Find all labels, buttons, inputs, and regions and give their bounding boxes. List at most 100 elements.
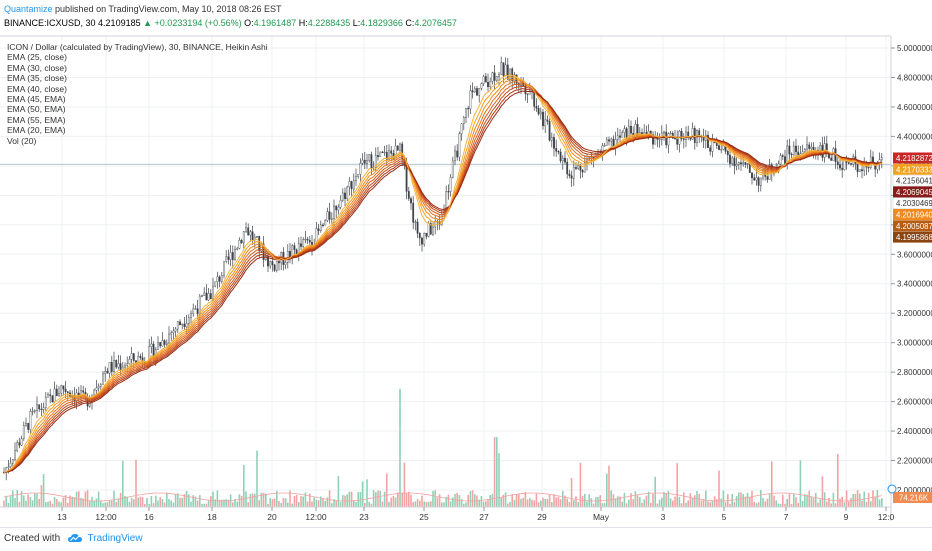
- candle-body: [427, 223, 430, 237]
- candle-body: [836, 161, 839, 165]
- volume-bar: [533, 500, 535, 507]
- volume-bar: [559, 499, 562, 507]
- time-axis[interactable]: 13 12:00 16 18 20 12:00 23 25 27 29 May 3 5 7 9 12:0: [57, 507, 895, 522]
- volume-bar: [674, 496, 676, 507]
- candle-body: [418, 233, 421, 239]
- volume-bar: [51, 503, 54, 507]
- volume-bar: [82, 498, 84, 507]
- x-tick-label: 23: [359, 512, 369, 522]
- candle-body: [203, 292, 206, 296]
- volume-bar: [685, 502, 687, 507]
- chart-legend: ICON / Dollar (calculated by TradingView…: [7, 42, 268, 146]
- volume-bar: [414, 501, 417, 507]
- volume-bar: [834, 503, 837, 507]
- legend-ema-45[interactable]: EMA (45, EMA): [7, 94, 66, 105]
- volume-bar: [667, 490, 670, 507]
- volume-bar: [441, 502, 443, 507]
- volume-bar: [155, 495, 157, 507]
- candle-body: [663, 131, 665, 134]
- volume-bar: [89, 501, 91, 507]
- price-axis[interactable]: 5.0000000 4.8000000 4.6000000 4.4000000 4.20…: [891, 44, 932, 495]
- candle-body: [623, 128, 626, 133]
- volume-bar: [782, 494, 784, 507]
- candle-body: [16, 442, 19, 451]
- ema-line-55: [3, 90, 882, 473]
- volume-bar: [194, 496, 197, 507]
- volume-bar: [128, 502, 131, 507]
- legend-ema-55[interactable]: EMA (55, EMA): [7, 114, 66, 125]
- volume-bar: [544, 498, 546, 507]
- candle-body: [220, 275, 223, 282]
- legend-ema-20[interactable]: EMA (20, EMA): [7, 125, 66, 136]
- candle-body: [236, 248, 239, 250]
- scale-settings-icon[interactable]: [887, 484, 897, 494]
- candle-body: [330, 218, 333, 220]
- volume-bar: [751, 490, 753, 507]
- legend-ema-35[interactable]: EMA (35, close): [7, 73, 67, 84]
- volume-bar: [636, 495, 639, 507]
- candle-body: [550, 137, 553, 141]
- candle-body: [680, 130, 683, 139]
- candle-body: [449, 177, 452, 192]
- candle-body: [251, 231, 254, 241]
- volume-bar: [808, 490, 810, 507]
- last-price: 4.2109185: [98, 18, 141, 28]
- candle-body: [293, 245, 296, 250]
- volume-bar: [592, 503, 595, 507]
- volume-bar: [799, 460, 802, 507]
- author-link[interactable]: Quantamize: [4, 4, 53, 14]
- volume-bar: [238, 494, 241, 507]
- candle-body: [38, 404, 41, 410]
- volume-bar: [20, 491, 23, 507]
- candle-body: [36, 404, 38, 411]
- candle-body: [652, 134, 654, 145]
- volume-bar: [419, 500, 421, 507]
- candle-body: [115, 359, 118, 368]
- legend-volume[interactable]: Vol (20): [7, 135, 37, 146]
- volume-bar: [95, 498, 98, 507]
- candle-body: [537, 108, 540, 115]
- legend-ema-25[interactable]: EMA (25, close): [7, 52, 67, 63]
- candle-body: [33, 410, 36, 412]
- volume-bar: [172, 502, 175, 507]
- volume-bar: [73, 497, 76, 507]
- candle-body: [553, 137, 555, 149]
- volume-bar: [227, 499, 230, 507]
- volume-bar: [482, 501, 485, 507]
- volume-bar: [817, 502, 819, 507]
- volume-bar: [192, 495, 194, 507]
- candle-body: [429, 223, 432, 235]
- volume-bar: [832, 492, 835, 507]
- volume-bar: [185, 490, 188, 507]
- candle-body: [533, 91, 536, 107]
- price-chart[interactable]: 5.0000000 4.8000000 4.6000000 4.4000000 4.20…: [0, 0, 932, 527]
- legend-ema-30[interactable]: EMA (30, close): [7, 62, 67, 73]
- volume-bar: [146, 497, 148, 507]
- volume-bar: [93, 500, 95, 507]
- volume-bar: [568, 501, 571, 507]
- volume-bar: [634, 491, 637, 507]
- y-tick-label: 2.8000000: [897, 368, 932, 377]
- legend-ema-40[interactable]: EMA (40, close): [7, 83, 67, 94]
- volume-bar: [69, 495, 71, 507]
- candle-body: [462, 117, 465, 125]
- footer: Created with TradingView: [0, 527, 932, 551]
- volume-bar: [58, 501, 60, 507]
- candle-body: [693, 128, 696, 143]
- candle-body: [198, 295, 201, 314]
- tradingview-brand[interactable]: TradingView: [87, 533, 143, 544]
- volume-bar: [196, 500, 199, 507]
- y-tick-label: 4.8000000: [897, 73, 932, 82]
- volume-bar: [232, 502, 234, 507]
- volume-bar: [137, 497, 139, 507]
- candle-body: [245, 227, 247, 232]
- legend-title[interactable]: ICON / Dollar (calculated by TradingView…: [7, 42, 268, 52]
- candle-body: [328, 211, 331, 220]
- candle-body: [498, 74, 500, 77]
- candle-body: [603, 145, 606, 147]
- volume-bar: [29, 497, 32, 507]
- legend-ema-50[interactable]: EMA (50, EMA): [7, 104, 66, 115]
- volume-bar: [724, 502, 727, 507]
- candle-body: [729, 154, 731, 164]
- volume-bar: [562, 490, 564, 507]
